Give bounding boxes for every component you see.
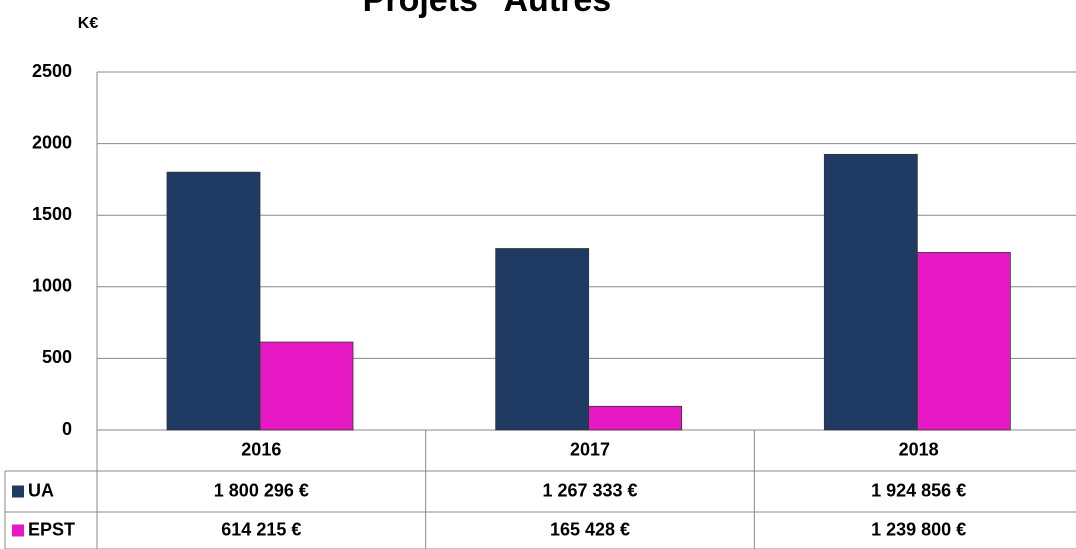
data-label: 614 215 €: [221, 519, 301, 539]
bar: [495, 248, 590, 431]
bar: [588, 405, 683, 431]
y-tick-label: 500: [42, 347, 72, 367]
data-label: 165 428 €: [550, 519, 630, 539]
bar: [916, 252, 1011, 431]
y-tick-label: 0: [62, 419, 72, 439]
bar: [259, 341, 354, 431]
chart-title: Projets "Autres": [363, 0, 628, 19]
data-label: 1 800 296 €: [214, 480, 309, 500]
legend-label: UA: [28, 480, 54, 500]
y-tick-label: 2500: [32, 61, 72, 81]
data-label: 1 239 800 €: [871, 519, 966, 539]
x-tick-label: 2017: [570, 439, 610, 459]
x-tick-label: 2018: [899, 439, 939, 459]
bar: [823, 153, 918, 431]
legend-label: EPST: [28, 519, 75, 539]
y-tick-label: 1500: [32, 204, 72, 224]
y-tick-label: 2000: [32, 132, 72, 152]
data-label: 1 924 856 €: [871, 480, 966, 500]
x-tick-label: 2016: [241, 439, 281, 459]
legend-swatch: [12, 485, 24, 498]
y-tick-label: 1000: [32, 276, 72, 296]
legend-swatch: [12, 524, 24, 537]
bar: [166, 171, 261, 431]
data-label: 1 267 333 €: [542, 480, 637, 500]
y-axis-label: K€: [78, 15, 99, 32]
